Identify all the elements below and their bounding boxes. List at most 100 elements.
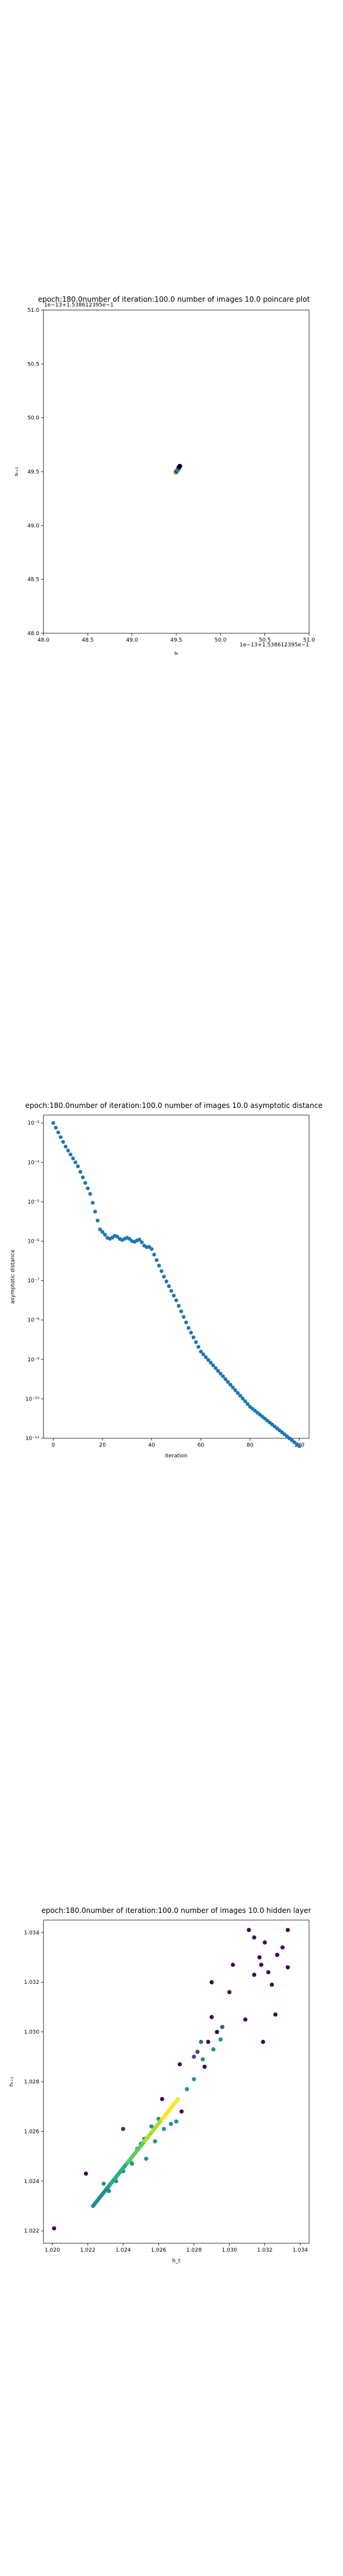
hidden-layer-xlabel: h_t [172, 2258, 180, 2264]
asymptotic-point [208, 1360, 213, 1365]
hidden-layer-point [220, 2024, 224, 2029]
hidden-layer-point [185, 2087, 189, 2092]
hidden-layer-point [280, 1945, 285, 1950]
asymptotic-x-ticks: 020406080100 [52, 1438, 304, 1448]
hidden-layer-point [285, 1928, 290, 1933]
asymptotic-y-tick-label: 10⁻⁵ [27, 1199, 39, 1205]
hidden-layer-plot-area [43, 1919, 310, 2244]
hidden-layer-point [218, 2037, 223, 2042]
asymptotic-point [63, 1144, 68, 1149]
asymptotic-point [221, 1374, 225, 1379]
asymptotic-point [213, 1366, 218, 1370]
asymptotic-point [160, 1269, 164, 1273]
hidden-layer-point [160, 2097, 164, 2101]
hidden-layer-point [199, 2039, 204, 2044]
hidden-layer-point [195, 2049, 200, 2054]
asymptotic-y-tick-label: 10⁻⁹ [27, 1357, 39, 1363]
hidden-layer-point [209, 2015, 214, 2020]
asymptotic-point [245, 1402, 250, 1406]
asymptotic-point [93, 1209, 97, 1214]
hidden-layer-point [177, 2062, 182, 2067]
asymptotic-point [127, 1237, 132, 1241]
hidden-layer-point [179, 2109, 184, 2114]
hidden-layer-x-ticks: 1.020 1.022 1.024 1.026 1.028 1.030 1.032 1.034 [45, 2243, 308, 2253]
hidden-layer-y-tick-label: 1.026 [24, 2129, 39, 2135]
hidden-layer-point [285, 1965, 290, 1970]
asymptotic-y-tick-label: 10⁻⁷ [27, 1278, 39, 1284]
asymptotic-point [204, 1355, 208, 1360]
asymptotic-point [61, 1140, 66, 1144]
hidden-layer-point [52, 2226, 57, 2231]
hidden-layer-point [252, 1935, 257, 1940]
asymptotic-point [216, 1368, 220, 1373]
poincare-x-tick-label: 50.0 [214, 637, 226, 643]
asymptotic-point [83, 1181, 88, 1185]
poincare-y-tick-label: 48.5 [27, 577, 39, 583]
asymptotic-point [80, 1175, 85, 1179]
hidden-layer-point [201, 2057, 205, 2061]
hidden-layer-trajectory-point [176, 2097, 180, 2101]
asymptotic-point [199, 1349, 203, 1354]
hidden-layer-point [227, 1990, 232, 1995]
poincare-offset-bottom: 1e−13+1.538612395e−1 [239, 642, 309, 648]
asymptotic-point [68, 1152, 73, 1157]
poincare-chart: epoch:180.0number of iteration:100.0 num… [14, 295, 315, 657]
asymptotic-x-tick-label: 80 [247, 1442, 254, 1448]
poincare-y-tick-label: 49.0 [27, 523, 39, 529]
asymptotic-point [139, 1240, 144, 1244]
poincare-x-tick-label: 51.0 [303, 637, 315, 643]
asymptotic-y-tick-label: 10⁻⁸ [27, 1318, 39, 1324]
asymptotic-point [182, 1315, 186, 1319]
asymptotic-x-tick-label: 0 [52, 1442, 55, 1448]
asymptotic-point [194, 1340, 198, 1344]
asymptotic-xlabel: iteration [165, 1453, 188, 1459]
asymptotic-point [211, 1363, 216, 1367]
asymptotic-point [76, 1164, 80, 1169]
asymptotic-point [95, 1218, 100, 1223]
poincare-title: epoch:180.0number of iteration:100.0 num… [38, 295, 310, 304]
hidden-layer-point [161, 2126, 166, 2131]
asymptotic-point [167, 1284, 171, 1289]
hidden-layer-point [149, 2124, 154, 2129]
hidden-layer-point [130, 2162, 135, 2166]
asymptotic-point [152, 1252, 157, 1257]
asymptotic-point [91, 1200, 95, 1205]
asymptotic-point [51, 1121, 55, 1125]
hidden-layer-x-tick-label: 1.032 [257, 2247, 273, 2253]
asymptotic-point [54, 1125, 58, 1130]
hidden-layer-title: epoch:180.0number of iteration:100.0 num… [42, 1906, 311, 1915]
hidden-layer-point [247, 1928, 251, 1933]
hidden-layer-point [252, 1973, 257, 1977]
poincare-points [173, 463, 182, 475]
hidden-layer-point [230, 1962, 235, 1967]
hidden-layer-point [211, 2047, 216, 2052]
asymptotic-point [103, 1233, 107, 1237]
asymptotic-y-tick-label: 10⁻¹¹ [26, 1436, 40, 1442]
asymptotic-point [172, 1293, 176, 1298]
asymptotic-point [243, 1399, 247, 1404]
asymptotic-point [174, 1298, 179, 1302]
asymptotic-point [233, 1388, 238, 1392]
asymptotic-x-tick-label: 60 [198, 1442, 205, 1448]
poincare-x-tick-label: 48.5 [82, 637, 93, 643]
hidden-layer-point [257, 1955, 262, 1960]
asymptotic-y-tick-label: 10⁻¹⁰ [26, 1397, 40, 1402]
asymptotic-point [186, 1326, 191, 1330]
hidden-layer-y-tick-label: 1.024 [24, 2179, 39, 2185]
asymptotic-point [157, 1264, 161, 1268]
asymptotic-point [226, 1380, 230, 1384]
hidden-layer-point [214, 2030, 219, 2035]
asymptotic-point [184, 1320, 188, 1324]
asymptotic-x-tick-label: 20 [99, 1442, 106, 1448]
asymptotic-point [115, 1234, 120, 1239]
asymptotic-point [164, 1279, 169, 1284]
poincare-y-ticks: 48.0 48.5 49.0 49.5 50.0 50.5 51.0 [27, 308, 43, 637]
asymptotic-point [86, 1186, 90, 1191]
hidden-layer-y-tick-label: 1.022 [24, 2228, 39, 2234]
hidden-layer-point [144, 2156, 148, 2161]
asymptotic-distance-chart: epoch:180.0number of iteration:100.0 num… [10, 1101, 323, 1459]
asymptotic-point [100, 1230, 105, 1234]
poincare-x-tick-label: 48.0 [38, 637, 49, 643]
hidden-layer-point [270, 1982, 275, 1987]
hidden-layer-points [52, 1928, 290, 2231]
